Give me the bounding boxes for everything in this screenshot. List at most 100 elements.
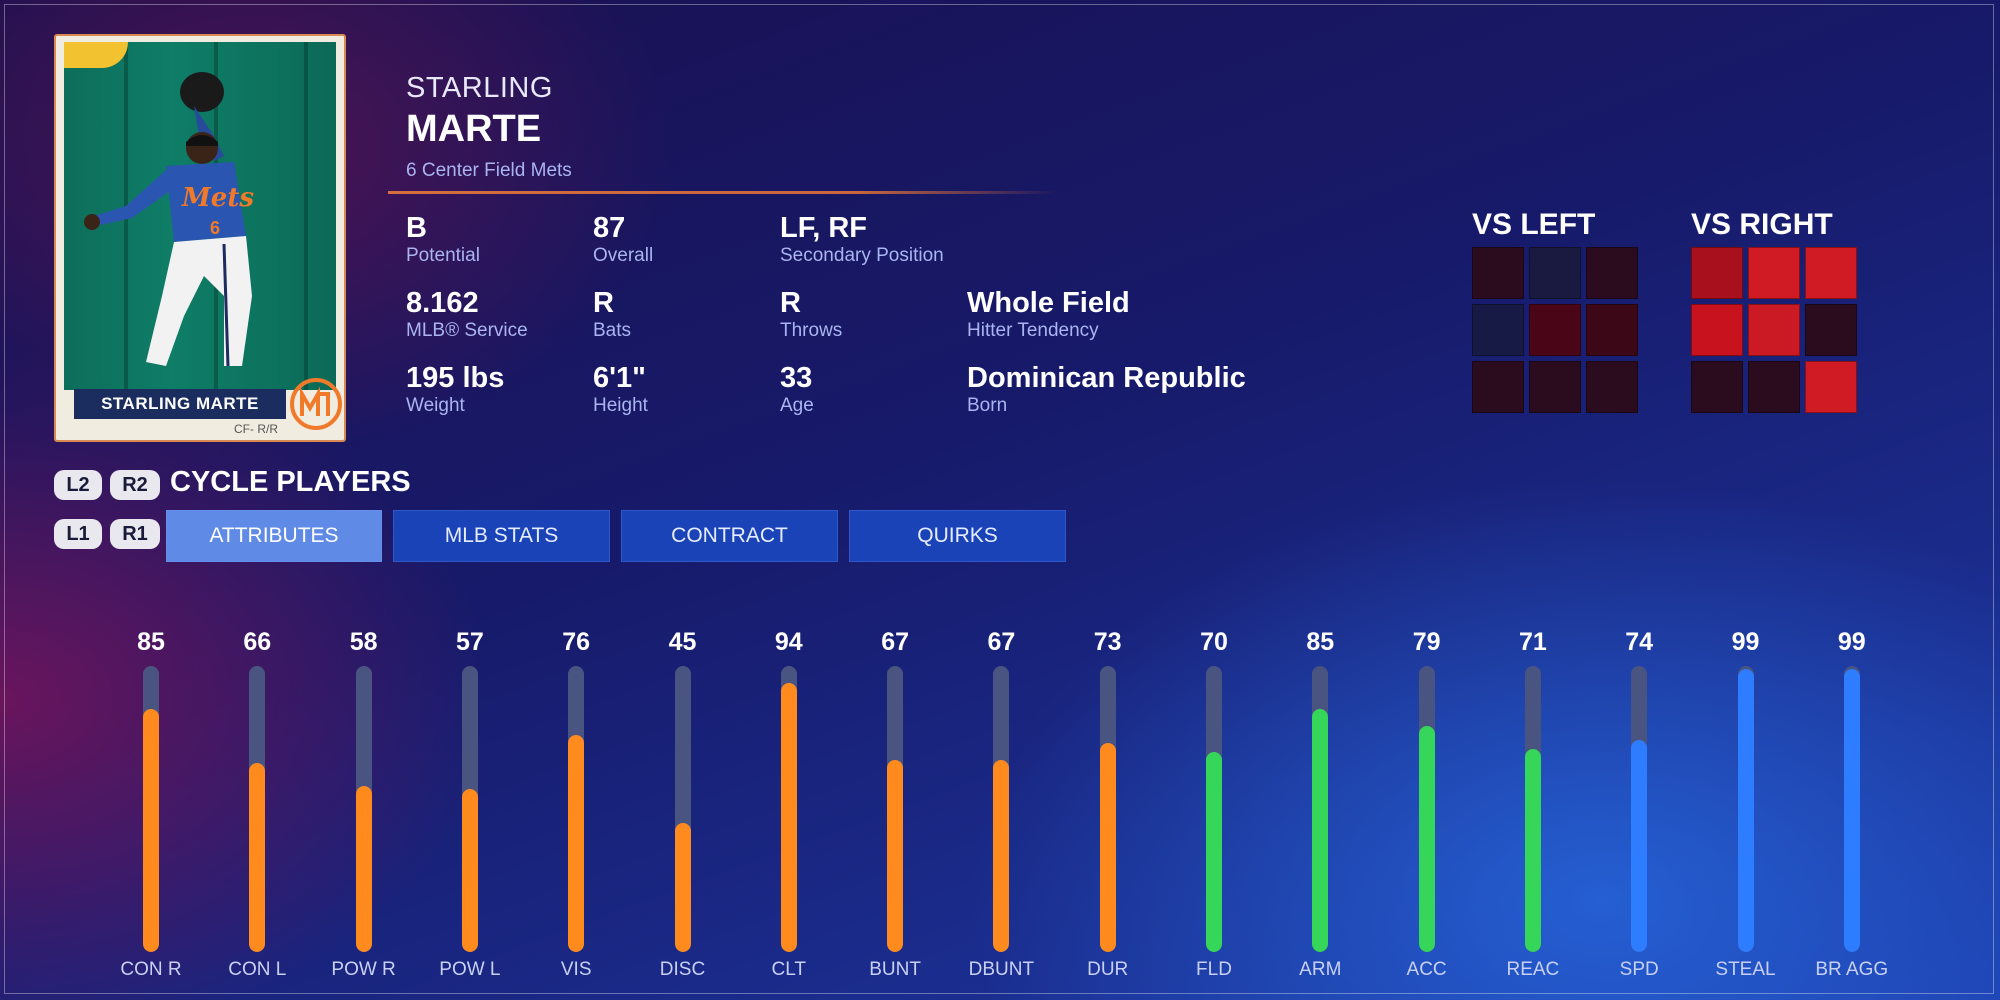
stat-overall: 87 Overall [593,212,653,268]
attribute-value: 58 [349,628,378,656]
vs-right-zone-cell [1691,361,1743,413]
attribute-label: FLD [1196,959,1232,980]
vs-right-zone-cell [1691,304,1743,356]
attribute-bar-track [461,666,478,952]
attribute-label: SPD [1619,959,1659,980]
player-subline: 6 Center Field Mets [406,160,572,181]
stat-label: Overall [593,245,654,266]
tab-attributes[interactable]: ATTRIBUTES [166,510,382,562]
attribute-bar-track [1524,666,1541,952]
stat-hitter-tendency: Whole Field Hitter Tendency [967,287,1130,343]
stat-label: Secondary Position [780,245,944,266]
player-last-name: MARTE [406,108,542,150]
attribute-value: 94 [774,628,803,656]
player-first-name: STARLING [406,72,553,104]
attribute-label: CLT [771,959,807,980]
stat-age: 33 Age [780,362,814,418]
attribute-label: VIS [560,959,592,980]
stat-weight: 195 lbs Weight [406,362,504,418]
vs-right-zone-cell [1805,247,1857,299]
vs-right-zone-cell [1805,304,1857,356]
stat-height: 6'1" Height [593,362,648,418]
vs-left-zone-grid [1472,247,1638,413]
card-position-hand: CF- R/R [234,422,278,436]
stat-born: Dominican Republic Born [967,362,1246,418]
stat-label: MLB® Service [406,320,528,341]
attribute-bar-fill [1099,743,1116,952]
svg-text:Mets: Mets [181,183,254,213]
stat-label: Bats [593,320,632,341]
stat-value: 33 [780,362,813,394]
vs-right-zone-cell [1748,361,1800,413]
vs-right-zone-cell [1748,247,1800,299]
attribute-label: DUR [1087,959,1129,980]
vs-left-zone-cell [1586,304,1638,356]
cycle-players-label: CYCLE PLAYERS [170,466,411,498]
attribute-bar-fill [993,760,1010,952]
attribute-label: POW R [331,959,396,980]
tab-contract[interactable]: CONTRACT [621,510,838,562]
vs-right-zone-cell [1691,247,1743,299]
stat-label: Age [780,395,814,416]
attribute-bar-fill [1843,669,1860,952]
attribute-bar-fill [1524,749,1541,952]
stat-mlb-service: 8.162 MLB® Service [406,287,528,343]
attribute-bar-track [674,666,691,952]
stat-value: 87 [593,212,626,244]
stat-throws: R Throws [780,287,842,343]
attribute-bar-track [143,666,159,952]
attribute-label: BR AGG [1815,959,1889,980]
attribute-bar-track [355,666,372,952]
vs-left-zone-cell [1529,247,1581,299]
attribute-value: 67 [987,628,1016,656]
vs-right-zone-cell [1748,304,1800,356]
attribute-bar-fill [249,763,266,952]
attribute-bar-track [1418,666,1435,952]
attribute-value: 45 [668,628,697,656]
attribute-bar-fill [1737,669,1754,952]
attribute-bar-track [1206,666,1222,952]
attribute-label: STEAL [1715,959,1776,980]
attribute-bar-track [1843,666,1860,952]
attribute-bar-track [887,666,904,952]
vs-left-zone-cell [1529,304,1581,356]
attribute-value: 66 [243,628,272,656]
attribute-bar-fill [674,823,691,952]
stat-label: Born [967,395,1008,416]
attribute-bar-fill [143,709,159,952]
vs-left-title: VS LEFT [1472,208,1596,241]
stat-value: 8.162 [406,287,479,319]
attribute-value: 99 [1731,628,1760,656]
tab-mlb-stats[interactable]: MLB STATS [393,510,610,562]
attribute-bar-track [249,666,266,952]
header-divider [388,191,1058,194]
player-figure: Mets 6 [84,72,254,367]
attribute-value: 99 [1837,628,1866,656]
attribute-bar-fill [1206,752,1222,952]
stat-value: Dominican Republic [967,362,1246,394]
stat-label: Height [593,395,648,416]
attribute-bar-track [1099,666,1116,952]
attribute-bar-fill [568,735,585,952]
stat-value: 195 lbs [406,362,505,394]
r2-button[interactable]: R2 [110,470,160,500]
stat-value: LF, RF [780,212,867,244]
attribute-label: CON L [228,959,287,980]
tab-quirks[interactable]: QUIRKS [849,510,1066,562]
attribute-value: 70 [1200,628,1228,656]
attribute-value: 74 [1625,628,1654,656]
vs-right-zone-grid [1691,247,1857,413]
r1-button[interactable]: R1 [110,519,160,549]
vs-left-zone-cell [1586,247,1638,299]
vs-right-title: VS RIGHT [1691,208,1833,241]
attribute-bar-fill [1312,709,1329,952]
attribute-label: BUNT [869,959,921,980]
attribute-bar-track [1312,666,1329,952]
attribute-value: 79 [1412,628,1441,656]
attribute-bar-fill [780,683,797,952]
attribute-bar-fill [1631,740,1648,952]
player-card: Mets 6 STARLING MARTE CF- R/R [54,34,346,442]
stat-label: Throws [780,320,843,341]
l2-button[interactable]: L2 [54,470,102,500]
l1-button[interactable]: L1 [54,519,102,549]
